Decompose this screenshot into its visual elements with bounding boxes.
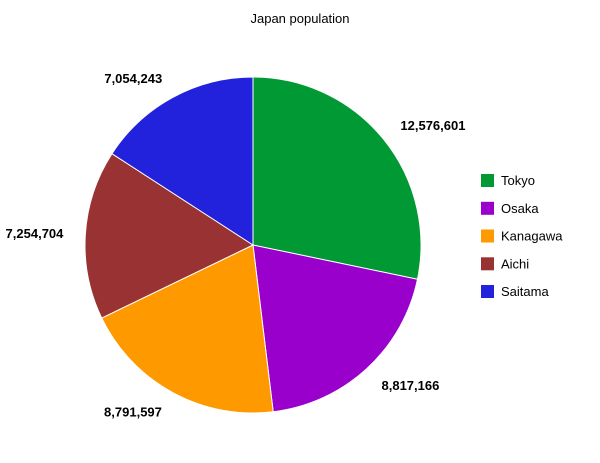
legend-label-osaka: Osaka	[501, 201, 539, 216]
pie-slice-saitama	[111, 76, 254, 246]
slice-label-aichi: 7,254,704	[6, 226, 65, 241]
legend-label-kanagawa: Kanagawa	[501, 229, 563, 244]
pie-slice-kanagawa	[101, 244, 274, 414]
slice-labels: 12,576,601 8,817,166 8,791,597 7,254,704 7,0…	[6, 71, 466, 420]
slice-label-tokyo: 12,576,601	[400, 118, 465, 133]
pie-slice-aichi	[84, 152, 255, 319]
pie-slice-tokyo	[252, 76, 422, 280]
chart-title: Japan population	[250, 11, 349, 26]
legend-swatch-saitama	[481, 285, 494, 298]
slice-label-saitama: 7,054,243	[104, 71, 162, 86]
legend-label-tokyo: Tokyo	[501, 173, 535, 188]
legend-label-saitama: Saitama	[501, 284, 549, 299]
legend: Tokyo Osaka Kanagawa Aichi Saitama	[481, 173, 563, 299]
slice-label-kanagawa: 8,791,597	[104, 405, 162, 420]
slice-label-osaka: 8,817,166	[382, 378, 440, 393]
pie-slice-osaka	[252, 244, 419, 413]
legend-swatch-tokyo	[481, 174, 494, 187]
legend-swatch-aichi	[481, 257, 494, 271]
pie-slices	[84, 76, 422, 414]
legend-swatch-osaka	[481, 201, 494, 215]
legend-swatch-kanagawa	[481, 229, 494, 243]
legend-label-aichi: Aichi	[501, 256, 529, 271]
